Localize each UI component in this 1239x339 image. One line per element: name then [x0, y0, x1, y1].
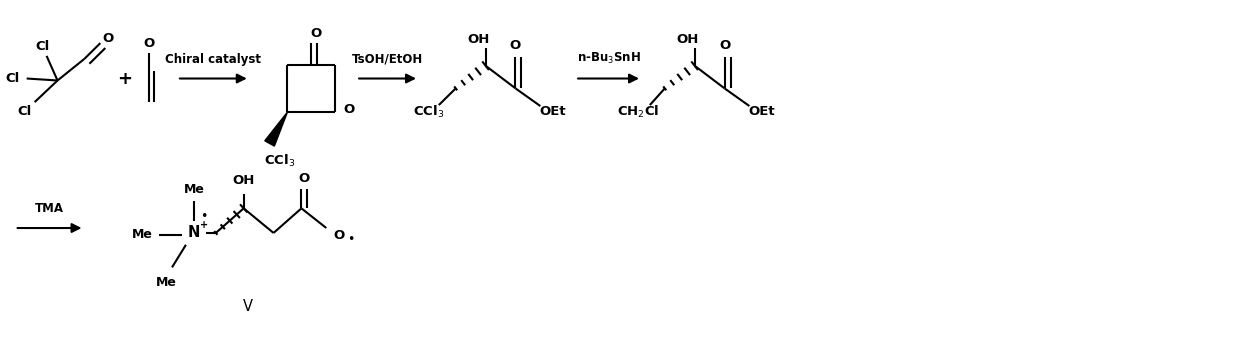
- Text: •: •: [347, 233, 354, 246]
- Text: Me: Me: [131, 228, 152, 241]
- Text: OH: OH: [676, 33, 699, 46]
- Polygon shape: [265, 112, 287, 146]
- Text: O: O: [299, 172, 310, 185]
- Text: +: +: [199, 220, 208, 230]
- Text: O: O: [509, 39, 522, 52]
- Text: n-Bu$_3$SnH: n-Bu$_3$SnH: [576, 51, 641, 66]
- Text: Cl: Cl: [6, 72, 20, 85]
- Text: O: O: [719, 39, 730, 52]
- Text: CH$_2$Cl: CH$_2$Cl: [617, 104, 659, 120]
- Text: OH: OH: [233, 174, 255, 187]
- Text: O: O: [343, 102, 354, 116]
- Text: Cl: Cl: [17, 105, 32, 118]
- Text: O: O: [333, 230, 344, 242]
- Text: O: O: [311, 27, 322, 40]
- Text: Me: Me: [156, 276, 176, 288]
- Text: TMA: TMA: [35, 202, 64, 215]
- Text: O: O: [103, 32, 114, 45]
- Text: OH: OH: [467, 33, 489, 46]
- Text: N: N: [188, 225, 201, 240]
- Text: OEt: OEt: [539, 105, 566, 118]
- Text: CCl$_3$: CCl$_3$: [264, 153, 295, 169]
- Text: •: •: [201, 210, 208, 223]
- Text: OEt: OEt: [748, 105, 774, 118]
- Text: TsOH/EtOH: TsOH/EtOH: [352, 53, 424, 66]
- Text: V: V: [243, 299, 253, 314]
- Text: O: O: [144, 37, 155, 49]
- Text: CCl$_3$: CCl$_3$: [414, 104, 445, 120]
- Text: Me: Me: [183, 183, 204, 196]
- Text: +: +: [116, 69, 131, 87]
- Text: Cl: Cl: [36, 40, 50, 53]
- Text: Chiral catalyst: Chiral catalyst: [165, 53, 261, 66]
